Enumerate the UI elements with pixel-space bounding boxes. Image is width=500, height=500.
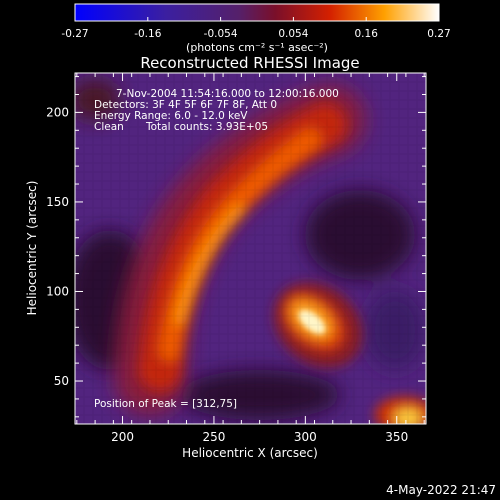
colorbar-gradient	[74, 3, 440, 22]
colorbar-unit-label: (photons cm⁻² s⁻¹ asec⁻²)	[186, 41, 328, 54]
x-tick-label: 300	[294, 430, 317, 444]
y-axis-label: Heliocentric Y (arcsec)	[25, 181, 39, 316]
x-axis-label: Heliocentric X (arcsec)	[182, 446, 318, 460]
y-tick-label: 50	[54, 374, 69, 388]
x-tick-label: 250	[202, 430, 225, 444]
annotation-total-counts: Total counts: 3.93E+05	[145, 121, 268, 133]
colorbar-tick-label: 0.27	[427, 28, 450, 40]
y-tick-label: 150	[46, 195, 69, 209]
y-tick-label: 100	[46, 284, 69, 298]
colorbar-tick-label: -0.27	[61, 28, 88, 40]
annotation-clean: Clean	[94, 121, 124, 133]
annotation-peak-position: Position of Peak = [312,75]	[94, 398, 237, 410]
annotation-energy-range: Energy Range: 6.0 - 12.0 keV	[94, 110, 248, 122]
colorbar: -0.27 -0.16 -0.054 0.054 0.16 0.27 (photons c…	[61, 3, 451, 54]
y-tick-label: 200	[46, 105, 69, 119]
axis-ticks: 200 250 300 350 50 100 150 200	[46, 73, 426, 444]
colorbar-tick-label: -0.054	[204, 28, 238, 40]
x-tick-label: 350	[385, 430, 408, 444]
colorbar-tick-label: 0.16	[355, 28, 379, 40]
colorbar-tick-label: -0.16	[134, 28, 161, 40]
annotation-time-range: 7-Nov-2004 11:54:16.000 to 12:00:16.000	[116, 88, 339, 100]
x-tick-label: 200	[111, 430, 134, 444]
colorbar-tick-label: 0.054	[278, 28, 308, 40]
heatmap-image	[75, 73, 426, 424]
plot-frame	[74, 72, 427, 425]
chart-title: Reconstructed RHESSI Image	[140, 54, 359, 72]
timestamp: 4-May-2022 21:47	[386, 483, 496, 497]
annotation-detectors: Detectors: 3F 4F 5F 6F 7F 8F, Att 0	[94, 99, 277, 111]
